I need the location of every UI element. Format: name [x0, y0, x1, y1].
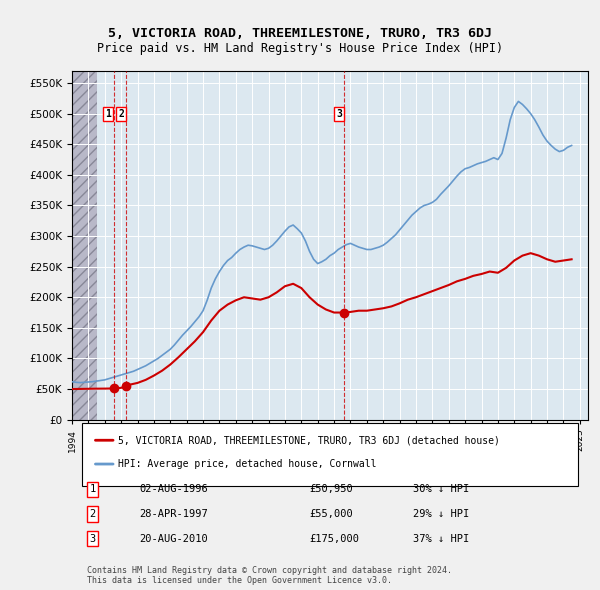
Text: £175,000: £175,000 — [310, 533, 359, 543]
Text: Contains HM Land Registry data © Crown copyright and database right 2024.
This d: Contains HM Land Registry data © Crown c… — [88, 566, 452, 585]
Text: 30% ↓ HPI: 30% ↓ HPI — [413, 484, 469, 494]
Text: 20-AUG-2010: 20-AUG-2010 — [139, 533, 208, 543]
Text: 2: 2 — [118, 109, 124, 119]
Text: 5, VICTORIA ROAD, THREEMILESTONE, TRURO, TR3 6DJ (detached house): 5, VICTORIA ROAD, THREEMILESTONE, TRURO,… — [118, 435, 500, 445]
Text: 28-APR-1997: 28-APR-1997 — [139, 509, 208, 519]
Bar — [72, 71, 97, 419]
Text: 37% ↓ HPI: 37% ↓ HPI — [413, 533, 469, 543]
Text: £50,950: £50,950 — [310, 484, 353, 494]
Text: 3: 3 — [89, 533, 96, 543]
Text: 3: 3 — [336, 109, 342, 119]
Text: Price paid vs. HM Land Registry's House Price Index (HPI): Price paid vs. HM Land Registry's House … — [97, 42, 503, 55]
Text: HPI: Average price, detached house, Cornwall: HPI: Average price, detached house, Corn… — [118, 459, 377, 469]
Text: 02-AUG-1996: 02-AUG-1996 — [139, 484, 208, 494]
Text: 2: 2 — [89, 509, 96, 519]
Text: 29% ↓ HPI: 29% ↓ HPI — [413, 509, 469, 519]
Text: £55,000: £55,000 — [310, 509, 353, 519]
FancyBboxPatch shape — [82, 423, 578, 486]
Text: 1: 1 — [105, 109, 111, 119]
Text: 5, VICTORIA ROAD, THREEMILESTONE, TRURO, TR3 6DJ: 5, VICTORIA ROAD, THREEMILESTONE, TRURO,… — [108, 27, 492, 40]
Text: 1: 1 — [89, 484, 96, 494]
